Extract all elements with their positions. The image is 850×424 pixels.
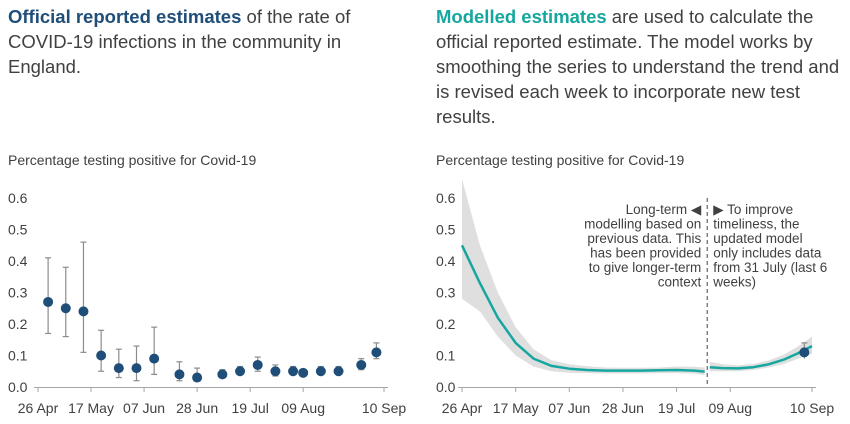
left-data-point xyxy=(43,296,54,307)
right-confidence-band-1 xyxy=(709,336,812,372)
left-data-point xyxy=(252,359,263,370)
left-y-tick-label: 0.4 xyxy=(8,253,28,269)
right-y-tick-label: 0.2 xyxy=(436,316,456,332)
left-data-point xyxy=(235,366,246,377)
left-y-tick-label: 0.6 xyxy=(8,190,28,206)
right-y-tick-label: 0.0 xyxy=(436,379,456,395)
left-y-tick-label: 0.0 xyxy=(8,379,28,395)
left-data-point xyxy=(60,303,71,314)
annotation-timeliness-line: from 31 July (last 6 xyxy=(713,260,827,275)
left-x-tick-label: 07 Jun xyxy=(123,400,165,416)
left-data-point xyxy=(149,353,160,364)
right-y-tick-label: 0.4 xyxy=(436,253,456,269)
right-data-point xyxy=(799,347,810,358)
left-data-point xyxy=(174,369,185,380)
annotation-long-term-line: modelling based on xyxy=(584,217,701,232)
annotation-long-term-line: Long-term ◀ xyxy=(626,202,702,217)
right-y-tick-label: 0.5 xyxy=(436,222,456,238)
left-data-point xyxy=(113,363,124,374)
annotation-long-term-line: to give longer-term xyxy=(589,260,702,275)
left-data-point xyxy=(192,372,203,383)
right-x-tick-label: 10 Sep xyxy=(790,400,835,416)
left-x-tick-label: 19 Jul xyxy=(231,400,268,416)
annotation-timeliness-line: only includes data xyxy=(713,246,822,261)
right-x-tick-label: 07 Jun xyxy=(548,400,590,416)
annotation-timeliness-line: weeks) xyxy=(712,275,756,290)
left-y-tick-label: 0.1 xyxy=(8,348,28,364)
left-x-tick-label: 26 Apr xyxy=(18,400,59,416)
right-x-tick-label: 17 May xyxy=(493,400,539,416)
right-x-tick-label: 09 Aug xyxy=(708,400,752,416)
right-x-tick-label: 28 Jun xyxy=(602,400,644,416)
left-y-axis-title: Percentage testing positive for Covid-19 xyxy=(8,152,257,168)
left-y-tick-label: 0.3 xyxy=(8,285,28,301)
right-x-tick-label: 26 Apr xyxy=(442,400,483,416)
annotation-long-term-line: previous data. This xyxy=(587,231,701,246)
left-data-point xyxy=(298,367,309,378)
right-model-line-1 xyxy=(709,344,813,370)
left-data-point xyxy=(315,366,326,377)
left-data-point xyxy=(96,350,107,361)
right-x-tick-label: 19 Jul xyxy=(658,400,695,416)
annotation-long-term-line: has been provided xyxy=(590,246,701,261)
right-model-line-0 xyxy=(460,244,705,373)
left-data-point xyxy=(131,363,142,374)
left-heading-rest: of the rate of COVID-19 infections in th… xyxy=(8,6,351,77)
left-data-point xyxy=(288,366,299,377)
left-data-point xyxy=(270,366,281,377)
annotation-long-term-line: context xyxy=(658,275,702,290)
left-heading-bold: Official reported estimates xyxy=(8,6,242,27)
right-heading: Modelled estimates are used to calculate… xyxy=(436,4,846,129)
right-y-axis-title: Percentage testing positive for Covid-19 xyxy=(436,152,685,168)
left-y-tick-label: 0.2 xyxy=(8,316,28,332)
right-y-tick-label: 0.3 xyxy=(436,285,456,301)
right-heading-bold: Modelled estimates xyxy=(436,6,607,27)
left-x-tick-label: 17 May xyxy=(68,400,114,416)
left-x-tick-label: 09 Aug xyxy=(281,400,325,416)
annotation-timeliness-line: updated model xyxy=(713,231,802,246)
left-y-tick-label: 0.5 xyxy=(8,222,28,238)
annotation-timeliness-line: timeliness, the xyxy=(713,217,799,232)
left-x-tick-label: 28 Jun xyxy=(176,400,218,416)
right-heading-rest: are used to calculate the official repor… xyxy=(436,6,840,127)
left-data-point xyxy=(371,347,382,358)
left-heading: Official reported estimates of the rate … xyxy=(8,4,413,79)
left-data-point xyxy=(217,369,228,380)
annotation-timeliness-line: ▶ To improve xyxy=(713,202,793,217)
left-data-point xyxy=(333,366,344,377)
left-data-point xyxy=(356,359,367,370)
right-y-tick-label: 0.1 xyxy=(436,348,456,364)
left-x-tick-label: 10 Sep xyxy=(362,400,407,416)
left-data-point xyxy=(78,306,89,317)
right-y-tick-label: 0.6 xyxy=(436,190,456,206)
